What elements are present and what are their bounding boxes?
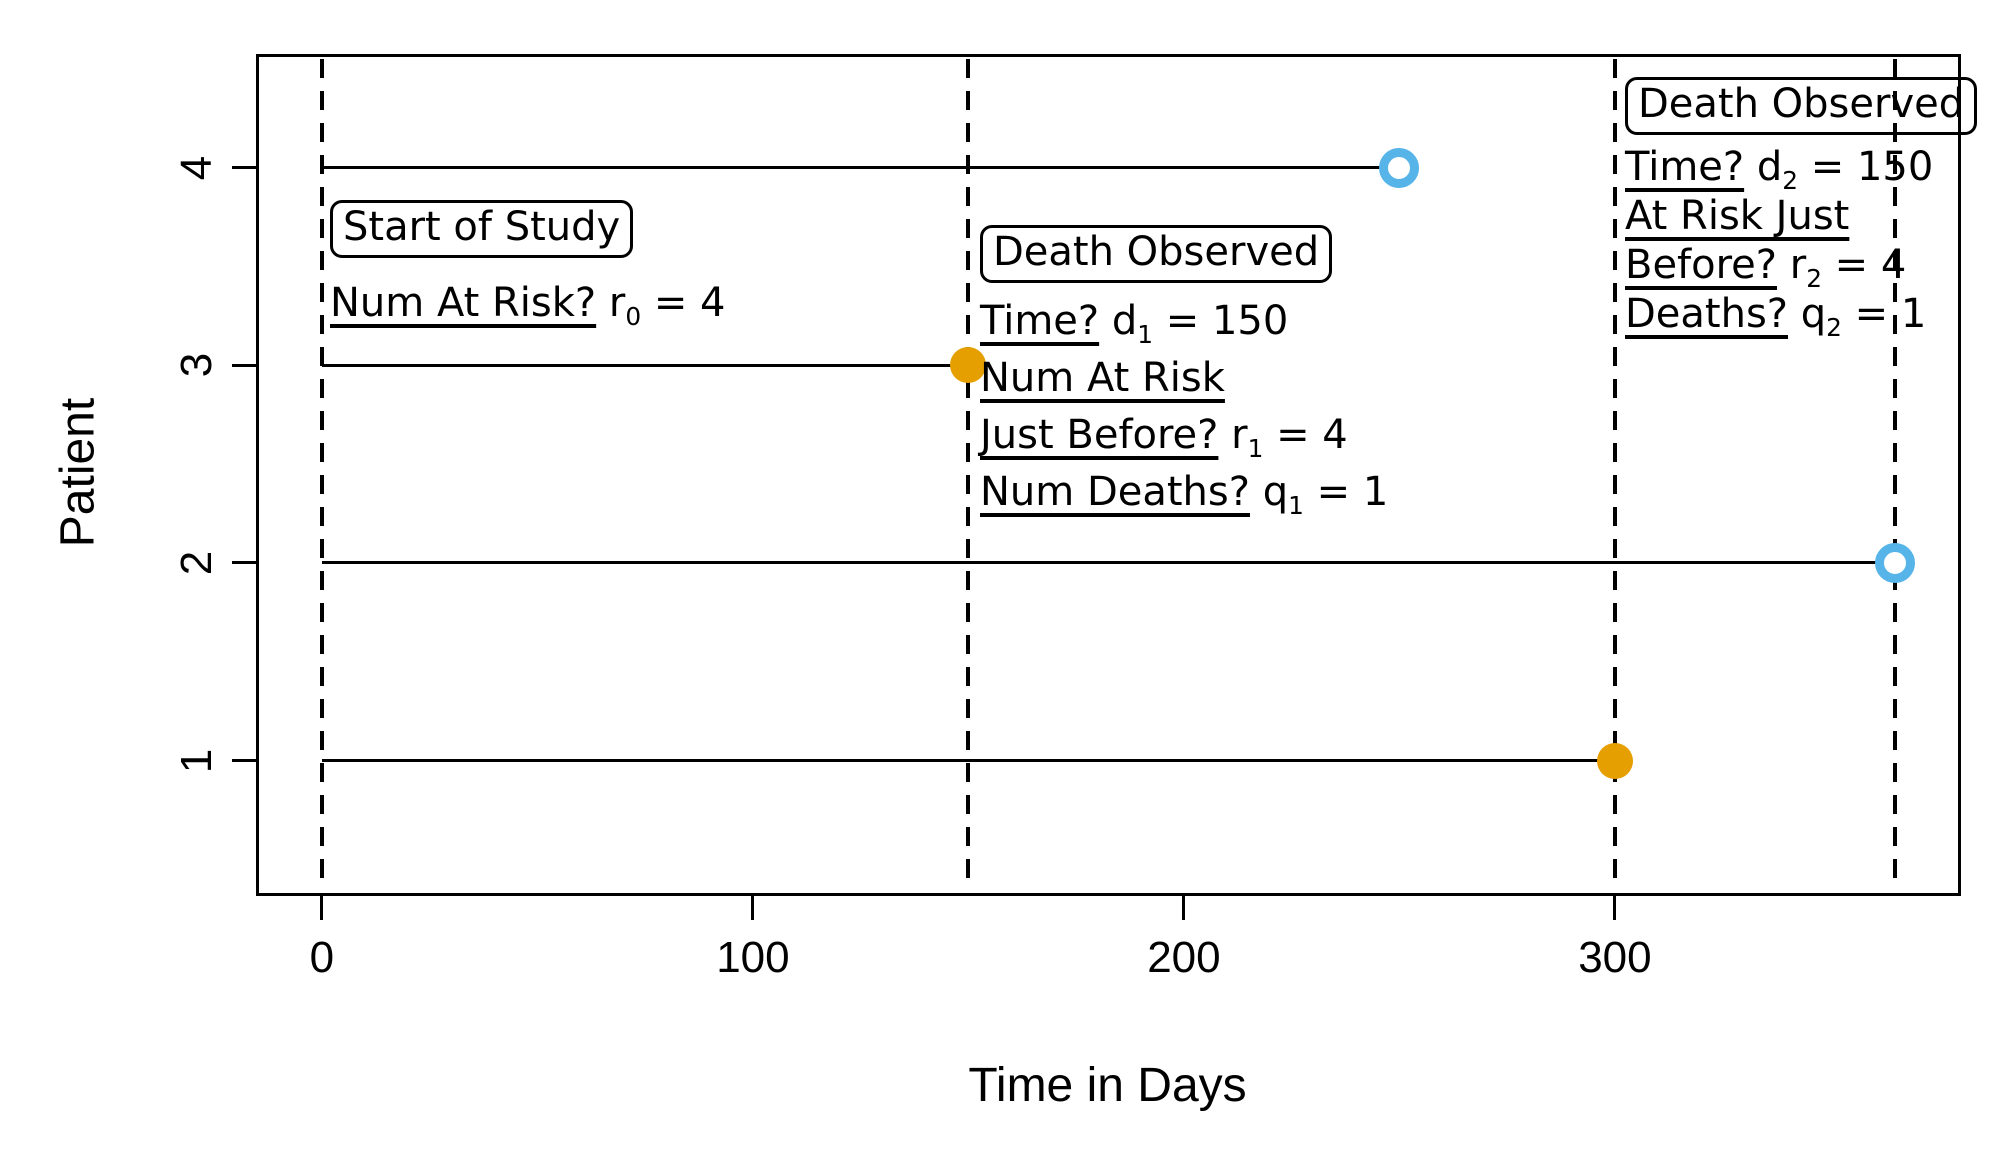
annotation-variable: q bbox=[1249, 469, 1289, 515]
y-tick-4 bbox=[232, 166, 256, 170]
annotation-value: = 1 bbox=[1841, 291, 1927, 337]
dashed-vline-day-150 bbox=[966, 59, 971, 891]
annotation-subscript: 0 bbox=[625, 302, 642, 331]
x-tick-label-200: 200 bbox=[1147, 933, 1221, 982]
censored-marker-patient-2 bbox=[1875, 542, 1916, 583]
y-tick-2 bbox=[232, 561, 256, 565]
annotation-underlined-text: Time? bbox=[980, 298, 1100, 344]
annotation-value: = 150 bbox=[1153, 298, 1289, 344]
annotation-underlined-text: At Risk Just bbox=[1625, 193, 1850, 239]
annotation-line: Num Deaths? q1 = 1 bbox=[980, 464, 1388, 521]
annotation-underlined-text: Just Before? bbox=[980, 412, 1219, 458]
y-tick-label-3: 3 bbox=[172, 353, 221, 378]
annotation-box-label: Start of Study bbox=[330, 200, 634, 258]
x-tick-200 bbox=[1182, 896, 1186, 920]
annotation-value: = 4 bbox=[641, 280, 726, 326]
annotation-line: Before? r2 = 4 bbox=[1625, 241, 1977, 293]
dashed-vline-day-365 bbox=[1893, 59, 1898, 891]
annotation-underlined-text: Time? bbox=[1625, 144, 1745, 190]
annotation-subscript: 2 bbox=[1806, 264, 1822, 293]
x-tick-300 bbox=[1613, 896, 1617, 920]
annotation-subscript: 1 bbox=[1137, 320, 1154, 349]
annotation-box-label: Death Observed bbox=[1625, 77, 1978, 135]
y-tick-label-1: 1 bbox=[172, 748, 221, 773]
y-tick-1 bbox=[232, 759, 256, 763]
annotation-subscript: 2 bbox=[1782, 166, 1799, 195]
annotation-box-label: Death Observed bbox=[980, 225, 1333, 283]
annotation-line: Num At Risk bbox=[980, 350, 1388, 407]
patient-4-line bbox=[321, 166, 1400, 170]
x-tick-label-0: 0 bbox=[309, 933, 335, 982]
dashed-vline-day-300 bbox=[1612, 59, 1617, 891]
patient-1-line bbox=[321, 759, 1615, 763]
annotation-line: Time? d1 = 150 bbox=[980, 293, 1388, 350]
x-axis-title: Time in Days bbox=[968, 1059, 1247, 1112]
patient-2-line bbox=[321, 561, 1896, 565]
annotation-variable: d bbox=[1744, 144, 1783, 190]
annotation-variable: r bbox=[1218, 412, 1248, 458]
annotation-line: Time? d2 = 150 bbox=[1625, 143, 1977, 195]
x-tick-0 bbox=[320, 896, 324, 920]
x-tick-label-300: 300 bbox=[1578, 933, 1652, 982]
annotation-variable: r bbox=[596, 280, 626, 326]
dashed-vline-day-0 bbox=[319, 59, 324, 891]
annotation-death-observed-2: Death Observed Time? d2 = 150 At Risk Ju… bbox=[1625, 77, 1978, 342]
y-axis-title: Patient bbox=[51, 397, 105, 548]
annotation-subscript: 2 bbox=[1826, 313, 1842, 342]
annotation-death-observed-1: Death Observed Time? d1 = 150 Num At Ris… bbox=[980, 225, 1388, 521]
annotation-value: = 4 bbox=[1821, 242, 1907, 288]
death-marker-patient-1 bbox=[1596, 742, 1633, 779]
annotation-variable: q bbox=[1788, 291, 1827, 337]
annotation-line: Deaths? q2 = 1 bbox=[1625, 290, 1977, 342]
annotation-underlined-text: Before? bbox=[1625, 242, 1778, 288]
annotation-variable: r bbox=[1777, 242, 1807, 288]
plot-frame bbox=[256, 54, 1961, 896]
annotation-line: Just Before? r1 = 4 bbox=[980, 407, 1388, 464]
y-tick-label-2: 2 bbox=[172, 550, 221, 576]
annotation-variable: d bbox=[1099, 298, 1138, 344]
annotation-value: = 150 bbox=[1798, 144, 1934, 190]
x-tick-100 bbox=[751, 896, 755, 920]
censored-marker-patient-4 bbox=[1379, 147, 1420, 188]
patient-3-line bbox=[321, 363, 969, 367]
annotation-underlined-text: Num Deaths? bbox=[980, 469, 1250, 515]
y-tick-3 bbox=[232, 363, 256, 367]
annotation-value: = 4 bbox=[1263, 412, 1348, 458]
annotation-underlined-text: Deaths? bbox=[1625, 291, 1789, 337]
x-tick-label-100: 100 bbox=[716, 933, 790, 982]
annotation-subscript: 1 bbox=[1288, 491, 1304, 520]
annotation-underlined-text: Num At Risk? bbox=[330, 280, 597, 326]
annotation-underlined-text: Num At Risk bbox=[980, 355, 1225, 401]
y-tick-label-4: 4 bbox=[172, 155, 221, 180]
annotation-start-of-study: Start of Study Num At Risk? r0 = 4 bbox=[330, 200, 726, 329]
annotation-line: Num At Risk? r0 = 4 bbox=[330, 280, 726, 329]
annotation-value: = 1 bbox=[1303, 469, 1389, 515]
annotation-subscript: 1 bbox=[1247, 434, 1264, 463]
annotation-line: At Risk Just bbox=[1625, 192, 1977, 241]
death-marker-patient-3 bbox=[950, 347, 987, 384]
